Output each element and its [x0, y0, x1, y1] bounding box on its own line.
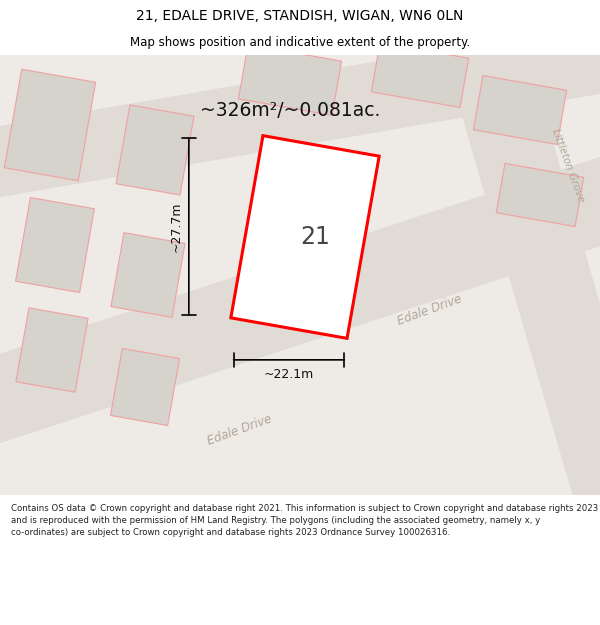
Text: Map shows position and indicative extent of the property.: Map shows position and indicative extent…	[130, 36, 470, 49]
Polygon shape	[110, 349, 179, 426]
Text: Edale Drive: Edale Drive	[396, 292, 464, 328]
Polygon shape	[0, 154, 600, 446]
Polygon shape	[116, 105, 194, 195]
Polygon shape	[473, 76, 566, 144]
Polygon shape	[16, 308, 88, 392]
Text: 21, EDALE DRIVE, STANDISH, WIGAN, WN6 0LN: 21, EDALE DRIVE, STANDISH, WIGAN, WN6 0L…	[136, 9, 464, 24]
Text: Edale Drive: Edale Drive	[206, 412, 274, 447]
Polygon shape	[442, 24, 600, 526]
Polygon shape	[496, 163, 584, 227]
Polygon shape	[16, 198, 94, 292]
Polygon shape	[231, 136, 379, 338]
Text: ~326m²/~0.081ac.: ~326m²/~0.081ac.	[200, 101, 380, 119]
Polygon shape	[111, 232, 185, 318]
Text: 21: 21	[300, 225, 330, 249]
Polygon shape	[238, 44, 341, 116]
Text: Littleton Grove: Littleton Grove	[550, 127, 586, 203]
Polygon shape	[371, 42, 469, 107]
Polygon shape	[4, 69, 95, 181]
Text: ~22.1m: ~22.1m	[264, 368, 314, 381]
Text: Contains OS data © Crown copyright and database right 2021. This information is : Contains OS data © Crown copyright and d…	[11, 504, 598, 537]
Polygon shape	[0, 21, 600, 199]
Text: ~27.7m: ~27.7m	[170, 201, 183, 252]
